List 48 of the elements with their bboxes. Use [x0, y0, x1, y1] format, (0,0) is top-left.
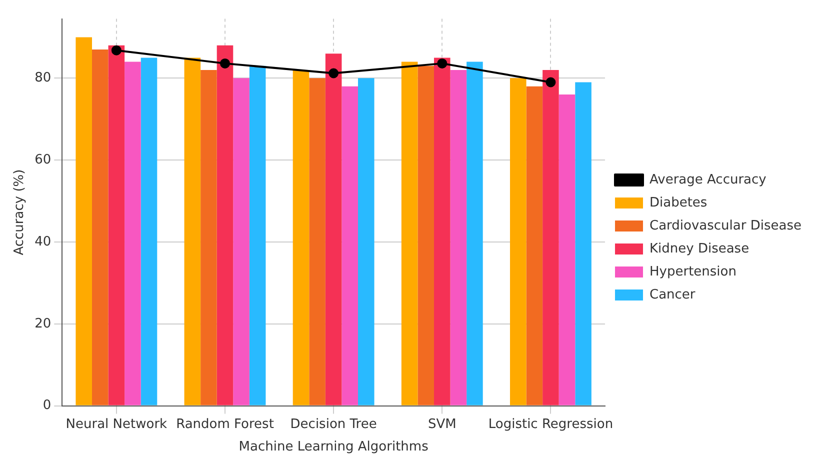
- legend-label: Kidney Disease: [650, 241, 750, 256]
- bar: [309, 78, 326, 406]
- bar: [124, 62, 141, 406]
- y-axis-title: Accuracy (%): [12, 169, 28, 256]
- x-tick-label: Random Forest: [176, 416, 274, 432]
- bar: [216, 45, 234, 406]
- bar: [200, 70, 217, 406]
- y-tick-label: 20: [34, 316, 52, 332]
- legend-label: Cardiovascular Disease: [650, 218, 802, 234]
- bar: [526, 86, 543, 406]
- bar: [358, 78, 374, 406]
- bar: [510, 78, 526, 406]
- point: [328, 68, 339, 78]
- y-tick-label: 80: [34, 70, 52, 86]
- bar: [558, 94, 576, 406]
- point: [111, 45, 122, 56]
- bar: [542, 70, 559, 406]
- legend-label: Cancer: [650, 287, 696, 302]
- y-tick-label: 60: [34, 152, 52, 168]
- bar: [76, 37, 92, 406]
- bar: [401, 62, 418, 406]
- bar: [466, 62, 483, 406]
- point: [437, 58, 448, 68]
- bar: [92, 50, 108, 406]
- bar: [184, 58, 201, 406]
- bar: [325, 54, 342, 406]
- point: [546, 77, 556, 88]
- bar: [434, 58, 450, 406]
- legend-label: Hypertension: [650, 264, 736, 280]
- y-tick-label: 40: [34, 234, 52, 250]
- x-tick-label: Neural Network: [66, 416, 168, 432]
- bar: [575, 82, 592, 406]
- x-tick-label: SVM: [428, 416, 456, 432]
- bar: [249, 66, 266, 406]
- x-axis-title: Machine Learning Algorithms: [238, 440, 429, 455]
- point: [220, 58, 230, 68]
- bar: [233, 78, 250, 406]
- legend-label: Average Accuracy: [650, 172, 767, 188]
- legend-label: Diabetes: [650, 195, 708, 210]
- bar: [140, 58, 158, 406]
- bar: [450, 70, 467, 406]
- bar: [418, 66, 434, 406]
- bar: [108, 45, 125, 406]
- bar: [342, 86, 358, 406]
- x-tick-label: Decision Tree: [290, 416, 377, 432]
- x-tick-label: Logistic Regression: [488, 416, 614, 432]
- bar: [292, 70, 310, 406]
- y-tick-label: 0: [42, 398, 52, 414]
